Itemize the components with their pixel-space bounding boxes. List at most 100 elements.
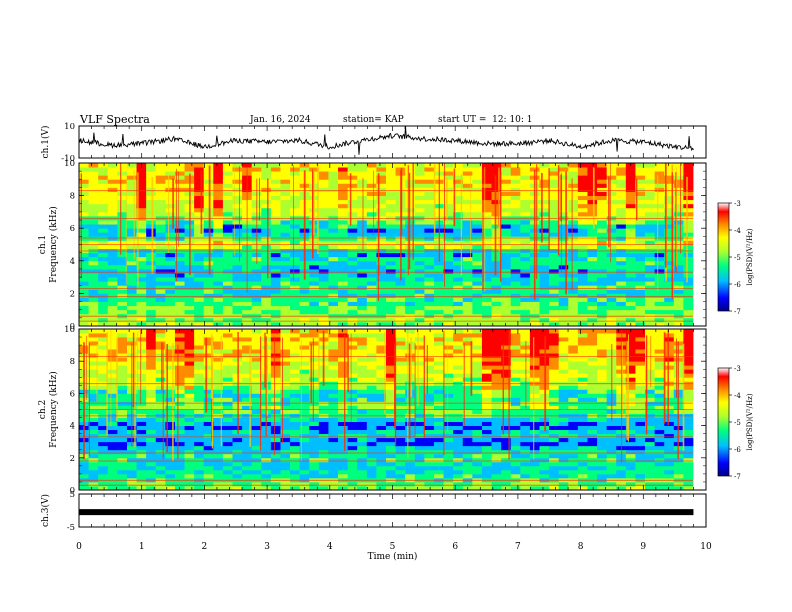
spectrogram-cell: [126, 199, 137, 205]
spectrogram-cell: [136, 293, 147, 298]
spectrogram-cell: [174, 277, 185, 282]
spectrogram-cell: [146, 353, 157, 358]
spectrogram-cell: [98, 293, 109, 298]
spectrogram-cell: [280, 309, 291, 315]
spectrogram-cell: [597, 357, 608, 362]
spectrogram-cell: [597, 171, 608, 176]
spectrogram-cell: [194, 441, 205, 447]
spectrogram-cell: [328, 232, 339, 237]
spectrogram-cell: [501, 441, 512, 447]
spectrogram-cell: [146, 191, 157, 197]
spectrogram-cell: [136, 469, 147, 475]
spectrogram-cell: [88, 281, 99, 286]
spectrogram-cell: [472, 469, 483, 475]
spectrogram-cell: [146, 163, 157, 168]
spectrogram-cell: [539, 437, 550, 443]
spectrogram-cell: [625, 389, 636, 394]
spectrogram-cell: [184, 385, 195, 390]
spectrogram-cell: [568, 349, 579, 354]
spectrogram-cell: [462, 481, 473, 487]
spectrogram-cell: [625, 333, 636, 338]
spectrogram-cell: [117, 421, 128, 426]
spectrogram-cell: [261, 465, 272, 471]
spectrogram-cell: [366, 457, 377, 463]
spectrogram-cell: [366, 163, 377, 168]
spectrogram-cell: [424, 429, 435, 435]
spectrogram-cell: [625, 195, 636, 201]
spectrogram-cell: [539, 433, 550, 439]
spectrogram-cell: [299, 285, 310, 290]
spectrogram-cell: [558, 305, 569, 311]
spectrogram-cell: [577, 445, 588, 451]
spectrogram-cell: [501, 377, 512, 382]
spectrogram-cell: [290, 240, 301, 245]
spectrogram-cell: [270, 236, 281, 241]
spectrogram-cell: [587, 187, 598, 192]
spectrogram-cell: [136, 361, 147, 366]
spectrogram-cell: [290, 195, 301, 201]
spectrogram-cell: [491, 457, 502, 463]
spectrogram-cell: [549, 203, 560, 209]
spectrogram-cell: [597, 441, 608, 447]
spectrogram-cell: [357, 305, 368, 311]
spectrogram-cell: [654, 301, 665, 307]
spectrogram-cell: [251, 421, 262, 426]
spectrogram-cell: [414, 389, 425, 394]
spectrogram-cell: [98, 301, 109, 307]
spectrogram-cell: [270, 457, 281, 463]
spectrogram-cell: [117, 232, 128, 237]
spectrogram-cell: [107, 417, 118, 422]
spectrogram-cell: [299, 457, 310, 463]
spectrogram-cell: [155, 191, 166, 197]
spectrogram-cell: [366, 289, 377, 294]
spectrogram-cell: [88, 309, 99, 315]
spectrogram-cell: [222, 473, 233, 479]
spectrogram-cell: [79, 179, 89, 184]
spectrogram-cell: [673, 203, 684, 209]
spectrogram-cell: [270, 449, 281, 455]
spectrogram-cell: [136, 252, 147, 258]
spectrogram-cell: [539, 256, 550, 262]
spectrogram-cell: [520, 281, 531, 286]
spectrogram-cell: [481, 297, 492, 302]
spectrogram-cell: [328, 220, 339, 225]
spectrogram-cell: [117, 285, 128, 290]
spectrogram-cell: [414, 273, 425, 278]
spectrogram-cell: [290, 341, 301, 346]
spectrogram-cell: [462, 433, 473, 439]
spectrogram-cell: [117, 281, 128, 286]
spectrogram-cell: [549, 321, 560, 327]
spectrogram-cell: [424, 365, 435, 370]
spectrogram-cell: [232, 301, 243, 307]
spectrogram-cell: [481, 167, 492, 172]
spectrogram-cell: [213, 373, 224, 378]
spectrogram-cell: [673, 220, 684, 225]
spectrogram-cell: [414, 179, 425, 184]
spectrogram-cell: [462, 473, 473, 479]
spectrogram-cell: [88, 321, 99, 327]
spectrogram-cell: [433, 377, 444, 382]
spectrogram-cell: [299, 421, 310, 426]
spectrogram-cell: [136, 179, 147, 184]
spectrogram-cell: [510, 171, 521, 176]
spectrogram-cell: [280, 211, 291, 217]
spectrogram-cell: [117, 191, 128, 197]
spectrogram-cell: [501, 277, 512, 282]
spectrogram-cell: [433, 289, 444, 294]
spectrogram-cell: [251, 401, 262, 406]
spectrogram-cell: [443, 244, 454, 249]
spectrogram-cell: [309, 425, 320, 431]
spectrogram-cell: [309, 333, 320, 338]
spectrogram-cell: [251, 481, 262, 487]
spectrogram-cell: [126, 317, 137, 323]
spectrogram-cell: [424, 244, 435, 249]
spectrogram-cell: [673, 252, 684, 258]
spectrogram-cell: [155, 377, 166, 382]
spectrogram-cell: [529, 365, 540, 370]
spectrogram-cell: [376, 187, 387, 192]
spectrogram-cell: [146, 289, 157, 294]
spectrogram-cell: [414, 191, 425, 197]
spectrogram-cell: [290, 199, 301, 205]
spectrogram-cell: [280, 453, 291, 459]
spectrogram-cell: [510, 244, 521, 249]
